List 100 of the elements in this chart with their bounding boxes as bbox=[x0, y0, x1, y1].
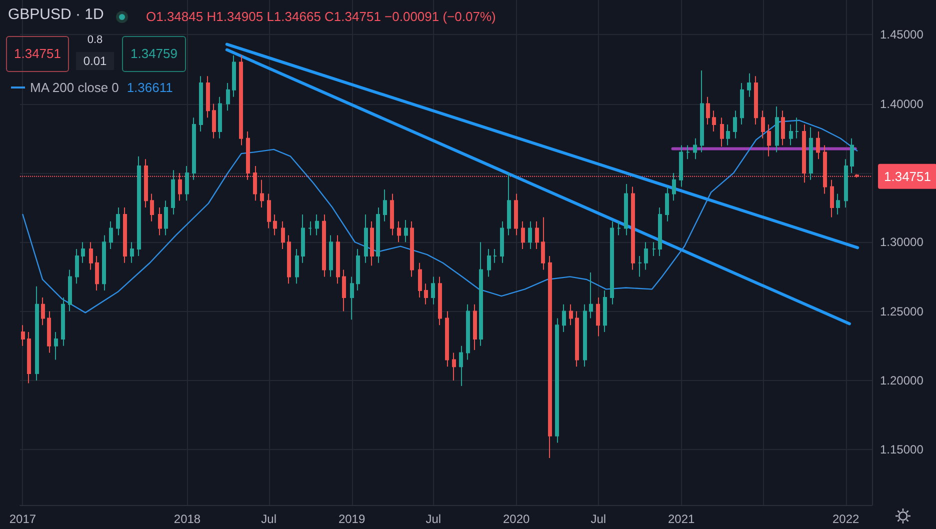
candlestick bbox=[281, 220, 285, 250]
candlestick bbox=[418, 262, 422, 298]
candlestick bbox=[232, 54, 236, 98]
candlestick bbox=[206, 76, 210, 118]
candlestick bbox=[528, 220, 532, 250]
candlestick bbox=[624, 184, 628, 236]
candlestick bbox=[199, 76, 203, 132]
line-series bbox=[22, 120, 858, 314]
candlestick bbox=[178, 172, 182, 202]
candlestick bbox=[507, 172, 511, 236]
y-tick-label: 1.15000 bbox=[880, 442, 924, 457]
candlestick bbox=[726, 124, 730, 146]
candlestick bbox=[514, 193, 518, 236]
candlestick bbox=[123, 207, 127, 264]
candlestick bbox=[665, 186, 669, 222]
candlestick bbox=[295, 248, 299, 284]
candlestick bbox=[356, 248, 360, 292]
candlestick bbox=[102, 234, 106, 292]
candlestick bbox=[569, 304, 573, 326]
candlestick bbox=[287, 234, 291, 284]
candlestick bbox=[364, 214, 368, 264]
candlestick bbox=[836, 193, 840, 215]
candlestick bbox=[253, 166, 257, 202]
candlestick bbox=[424, 283, 428, 305]
candlestick bbox=[390, 193, 394, 236]
candlestick bbox=[171, 170, 175, 215]
candlestick bbox=[610, 220, 614, 305]
candlestick bbox=[267, 193, 271, 229]
candlestick bbox=[479, 242, 483, 346]
candlestick bbox=[487, 248, 491, 278]
candlestick bbox=[301, 214, 305, 264]
ref-line-label: 1.34751 bbox=[884, 168, 931, 184]
candlestick bbox=[855, 174, 859, 178]
candlestick bbox=[185, 166, 189, 202]
candlestick bbox=[452, 352, 456, 381]
annotation: O1.34845 H1.34905 L1.34665 C1.34751 −0.00091 (−0.07%) bbox=[146, 9, 496, 24]
candlestick bbox=[830, 179, 834, 218]
candlestick bbox=[109, 220, 113, 250]
candlestick bbox=[226, 82, 230, 112]
candlestick bbox=[21, 324, 25, 346]
candlestick bbox=[342, 269, 346, 312]
candlestick bbox=[754, 76, 758, 126]
candlestick bbox=[548, 255, 552, 458]
candlestick bbox=[329, 234, 333, 278]
annotation: 0.8 bbox=[86, 34, 104, 46]
candlestick bbox=[617, 220, 621, 236]
annotation: 0.01 bbox=[76, 52, 114, 70]
candlestick bbox=[144, 158, 148, 208]
candlestick bbox=[61, 296, 65, 346]
candlestick bbox=[273, 214, 277, 236]
y-tick-label: 1.40000 bbox=[880, 96, 924, 111]
x-tick-label: 2021 bbox=[668, 512, 695, 526]
candlestick bbox=[500, 220, 504, 264]
candlestick bbox=[603, 290, 607, 333]
x-tick-label: 2017 bbox=[9, 512, 36, 526]
chart-title: GBPUSD · 1D bbox=[8, 6, 104, 23]
candlestick bbox=[575, 310, 579, 368]
candlestick bbox=[410, 220, 414, 278]
candlestick bbox=[816, 130, 820, 160]
candlestick bbox=[246, 130, 250, 180]
candlestick bbox=[712, 110, 716, 132]
candlestick bbox=[459, 345, 463, 387]
candlestick bbox=[75, 248, 79, 284]
candlestick bbox=[130, 242, 134, 264]
candlestick bbox=[850, 138, 854, 174]
candlestick bbox=[27, 332, 31, 384]
candlestick bbox=[466, 304, 470, 360]
candlestick bbox=[89, 242, 93, 270]
candlestick bbox=[535, 220, 539, 250]
candlestick bbox=[761, 110, 765, 139]
candlestick bbox=[775, 106, 779, 153]
candlestick bbox=[397, 220, 401, 243]
x-tick-label: Jul bbox=[426, 512, 442, 526]
candlestick bbox=[658, 207, 662, 256]
annotation: 1.34751 bbox=[6, 36, 69, 72]
candlestick bbox=[844, 158, 848, 208]
candlestick bbox=[740, 82, 744, 126]
candlestick bbox=[823, 144, 827, 194]
candlestick bbox=[706, 96, 710, 126]
candlestick bbox=[81, 242, 85, 264]
candlestick bbox=[638, 255, 642, 278]
legend-label: MA 200 close 0 bbox=[30, 80, 126, 95]
x-tick-label: Jul bbox=[590, 512, 606, 526]
candlestick bbox=[54, 332, 58, 360]
candlestick bbox=[652, 242, 656, 256]
candlestick bbox=[239, 54, 243, 146]
candlestick bbox=[404, 219, 408, 243]
annotation: 1.34759 bbox=[122, 36, 186, 72]
x-tick-label: 2020 bbox=[502, 512, 530, 526]
candlestick bbox=[445, 310, 449, 368]
candlestick bbox=[192, 117, 196, 180]
candlestick bbox=[68, 269, 72, 312]
candlestick bbox=[164, 200, 168, 236]
y-tick-label: 1.45000 bbox=[880, 28, 924, 42]
x-tick-label: Jul bbox=[261, 512, 277, 526]
candlestick bbox=[260, 179, 264, 208]
x-tick-label: 2018 bbox=[174, 512, 201, 526]
candlestick bbox=[150, 193, 154, 222]
candlestick bbox=[583, 304, 587, 368]
candlestick bbox=[809, 126, 813, 180]
